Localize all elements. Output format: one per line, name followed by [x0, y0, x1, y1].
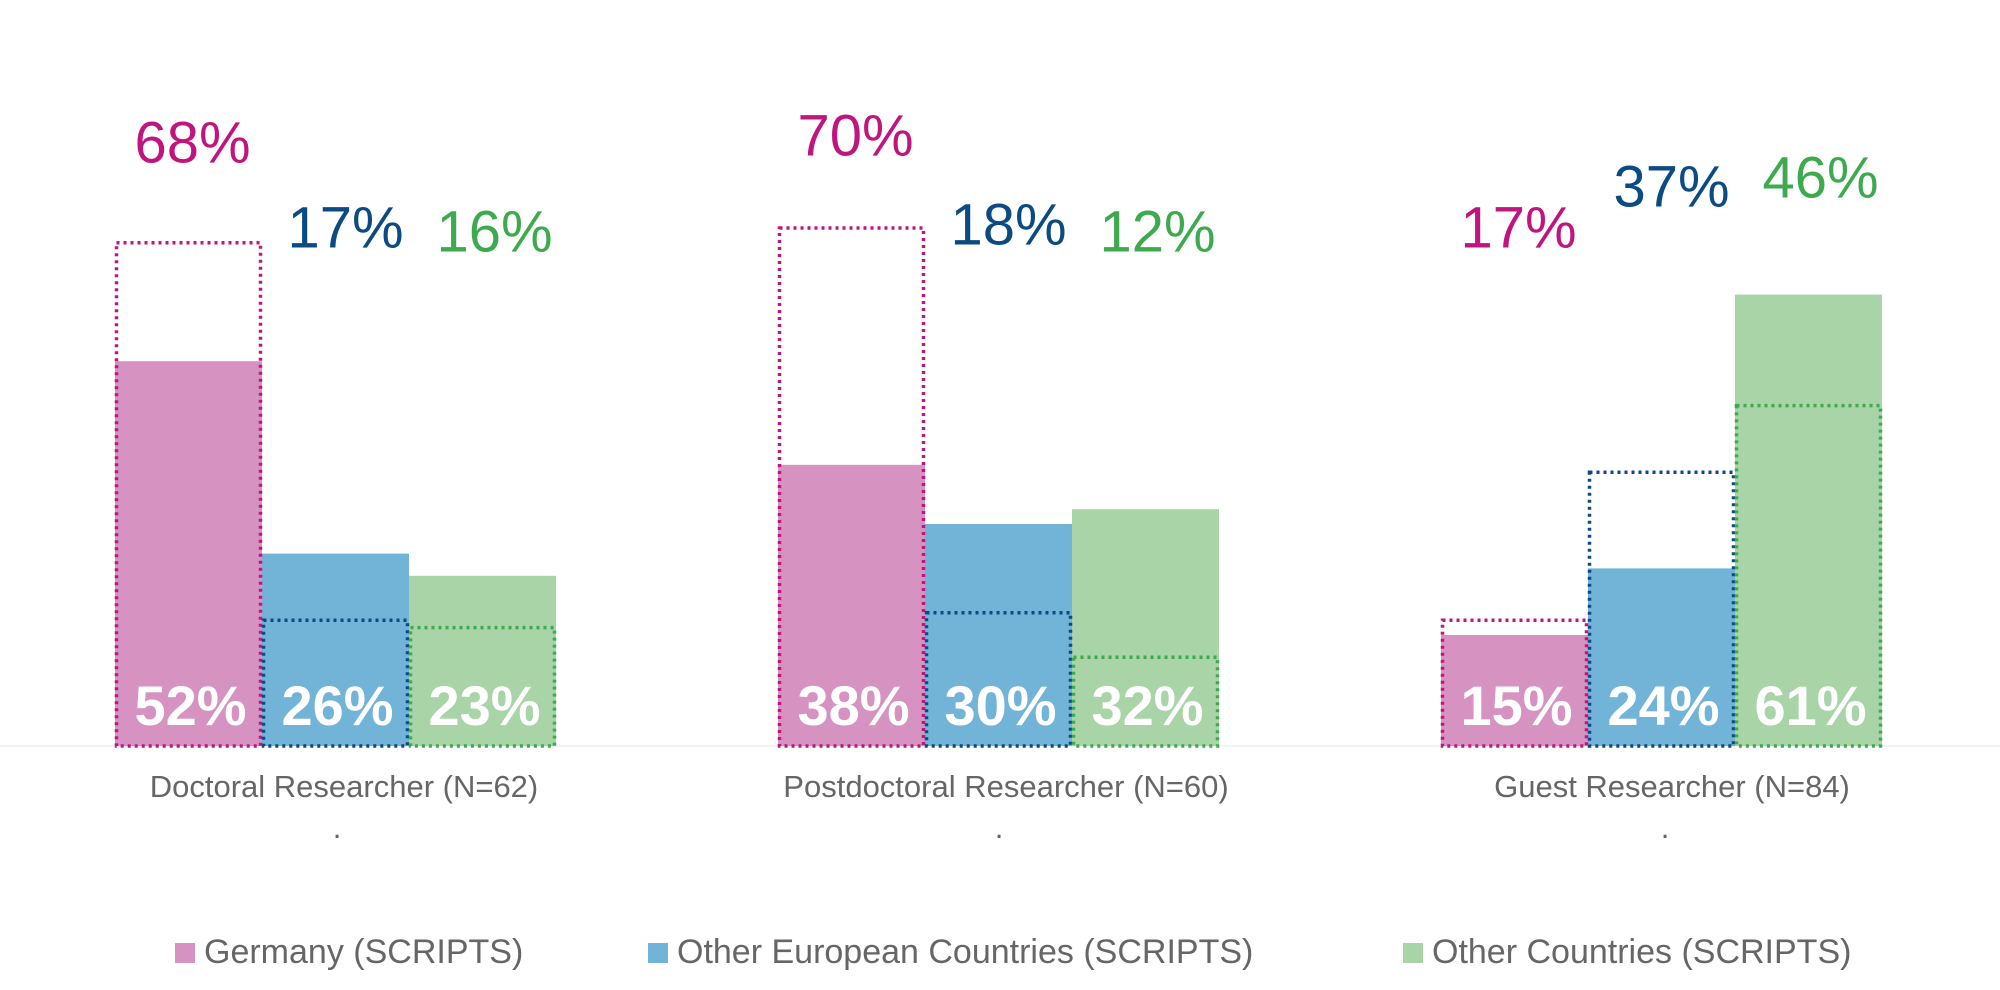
comparison-label: 17%: [287, 195, 403, 260]
comparison-outline: [114, 241, 263, 748]
bar: [778, 464, 925, 746]
legend-label: Other Countries (SCRIPTS): [1432, 933, 1851, 971]
comparison-label: 17%: [1460, 195, 1576, 260]
legend-label: Other European Countries (SCRIPTS): [677, 933, 1253, 971]
comparison-outline: [924, 611, 1073, 748]
bar: [1072, 509, 1219, 746]
comparison-outline: [1071, 655, 1220, 748]
comparison-label: 70%: [797, 103, 913, 168]
legend-label: Germany (SCRIPTS): [204, 933, 523, 971]
comparison-outline: [408, 625, 557, 748]
comparison-label: 37%: [1613, 154, 1729, 219]
value-label: 38%: [797, 674, 909, 737]
comparison-outline: [1587, 470, 1736, 748]
value-label: 15%: [1460, 674, 1572, 737]
value-label: 24%: [1607, 674, 1719, 737]
x-tick-label: Postdoctoral Researcher (N=60): [783, 769, 1228, 804]
legend-swatch: [175, 943, 195, 963]
category-note: .: [333, 810, 342, 845]
comparison-label: 16%: [436, 199, 552, 264]
bar: [1735, 294, 1882, 746]
x-tick-label: Doctoral Researcher (N=62): [150, 769, 539, 804]
value-label: 61%: [1754, 674, 1866, 737]
category-note: .: [1661, 810, 1670, 845]
bar: [262, 553, 409, 746]
bar: [409, 575, 556, 746]
comparison-label: 12%: [1099, 199, 1215, 264]
comparison-outline: [1734, 403, 1883, 748]
value-label: 32%: [1091, 674, 1203, 737]
comparison-label: 68%: [134, 110, 250, 175]
bar: [1441, 635, 1588, 746]
x-tick-label: Guest Researcher (N=84): [1494, 769, 1850, 804]
value-label: 30%: [944, 674, 1056, 737]
value-label: 23%: [428, 674, 540, 737]
bar: [115, 361, 262, 746]
comparison-outline: [261, 618, 410, 748]
value-label: 26%: [281, 674, 393, 737]
category-note: .: [995, 810, 1004, 845]
comparison-label: 18%: [950, 192, 1066, 257]
bar: [1588, 568, 1735, 746]
comparison-outline: [777, 226, 926, 748]
value-label: 52%: [134, 674, 246, 737]
legend-swatch: [648, 943, 668, 963]
legend-swatch: [1403, 943, 1423, 963]
comparison-label: 46%: [1762, 145, 1878, 210]
comparison-outline: [1440, 618, 1589, 748]
bar: [925, 524, 1072, 746]
